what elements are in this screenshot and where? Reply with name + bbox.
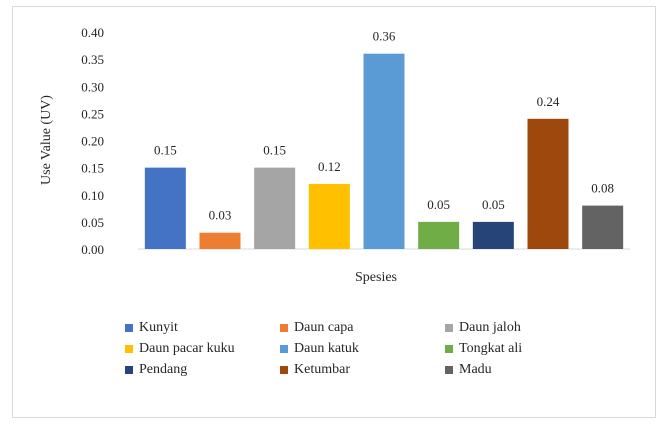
legend-label: Daun jaloh: [459, 320, 521, 335]
legend-item: Daun katuk: [280, 341, 445, 357]
legend-label: Pendang: [139, 362, 188, 377]
data-label: 0.24: [537, 94, 560, 109]
data-label: 0.05: [482, 197, 505, 212]
y-tick-label: 0.40: [81, 25, 104, 40]
legend-label: Daun capa: [294, 320, 354, 335]
y-axis-title: Use Value (UV): [39, 95, 54, 185]
legend-item: Daun jaloh: [445, 320, 595, 336]
legend-item: Kunyit: [125, 320, 280, 336]
data-label: 0.12: [318, 159, 341, 174]
legend-swatch: [125, 324, 133, 332]
y-tick-label: 0.25: [81, 106, 104, 121]
y-tick-label: 0.10: [81, 188, 104, 203]
y-tick-label: 0.15: [81, 161, 104, 176]
legend-label: Tongkat ali: [459, 341, 523, 356]
legend-swatch: [280, 324, 288, 332]
legend-item: Daun pacar kuku: [125, 341, 280, 357]
bar-daun-katuk: [363, 53, 405, 250]
data-label: 0.15: [154, 143, 177, 158]
y-tick-label: 0.35: [81, 52, 104, 67]
bar-daun-pacar-kuku: [308, 183, 350, 249]
legend-swatch: [280, 345, 288, 353]
data-label: 0.15: [263, 143, 286, 158]
data-label: 0.36: [373, 29, 396, 44]
legend-swatch: [125, 345, 133, 353]
legend-swatch: [445, 366, 453, 374]
legend-item: Pendang: [125, 362, 280, 378]
bar-tongkat-ali: [418, 221, 460, 249]
bar-kunyit: [144, 167, 186, 249]
legend-label: Daun pacar kuku: [139, 341, 235, 356]
legend-label: Madu: [459, 362, 492, 377]
bar-pendang: [472, 221, 514, 249]
legend-label: Daun katuk: [294, 341, 359, 356]
chart-legend: Kunyit Daun capa Daun jaloh Daun pacar kuku…: [125, 320, 625, 378]
y-tick-label: 0.00: [81, 242, 104, 257]
legend-swatch: [445, 324, 453, 332]
legend-swatch: [445, 345, 453, 353]
legend-item: Ketumbar: [280, 362, 445, 378]
legend-swatch: [280, 366, 288, 374]
legend-label: Ketumbar: [294, 362, 350, 377]
x-axis-title: Spesies: [355, 270, 397, 285]
y-tick-label: 0.05: [81, 215, 104, 230]
bar-ketumbar: [527, 118, 569, 249]
data-label: 0.03: [209, 208, 232, 223]
bar-madu: [582, 205, 624, 249]
legend-item: Daun capa: [280, 320, 445, 336]
y-tick-label: 0.20: [81, 134, 104, 149]
legend-item: Tongkat ali: [445, 341, 595, 357]
legend-label: Kunyit: [139, 320, 178, 335]
bar-daun-jaloh: [254, 167, 296, 249]
data-label: 0.08: [591, 181, 614, 196]
y-tick-label: 0.30: [81, 79, 104, 94]
legend-item: Madu: [445, 362, 595, 378]
data-label: 0.05: [427, 197, 450, 212]
legend-swatch: [125, 366, 133, 374]
bar-daun-capa: [199, 232, 241, 249]
